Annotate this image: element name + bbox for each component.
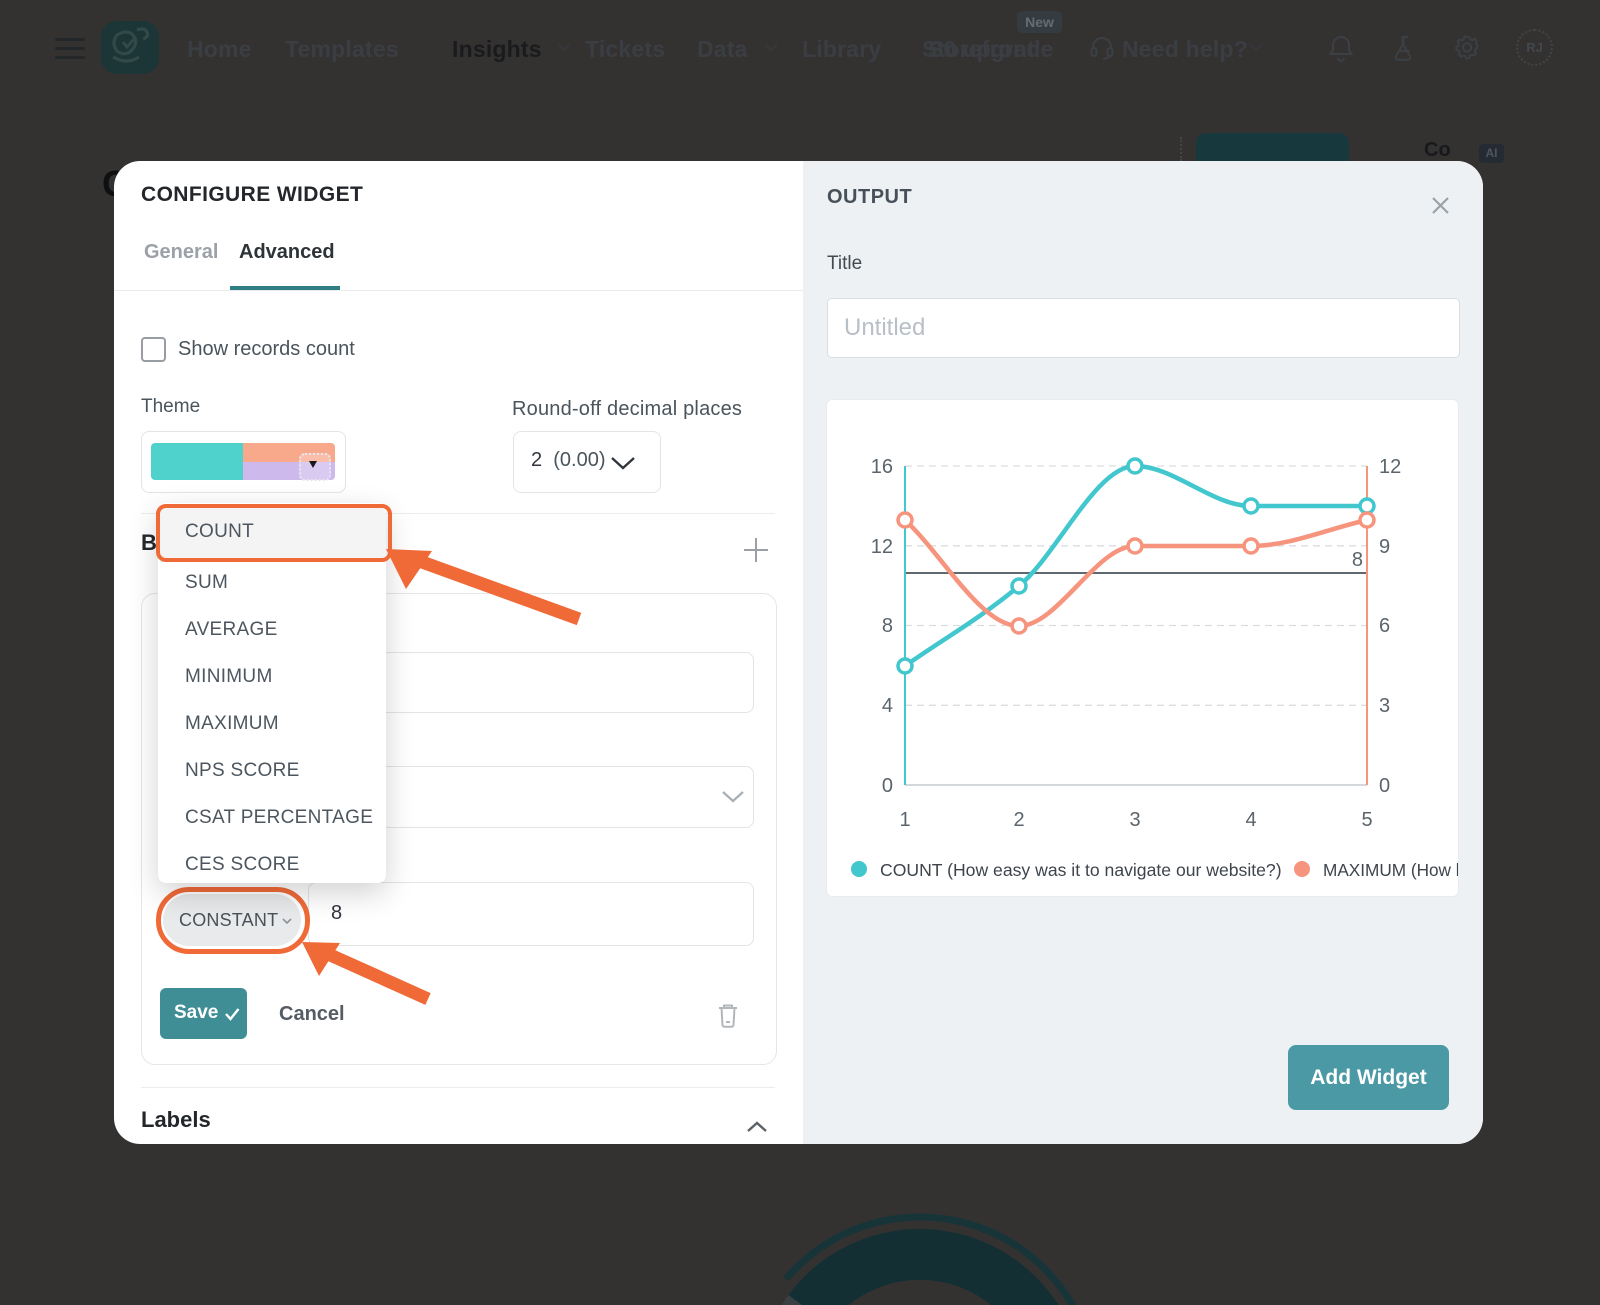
svg-text:0: 0 [1379,775,1390,797]
svg-text:1: 1 [899,809,910,831]
svg-text:3: 3 [1129,809,1140,831]
svg-text:5: 5 [1361,809,1372,831]
svg-text:8: 8 [1352,549,1363,571]
svg-text:6: 6 [1379,615,1390,637]
svg-text:8: 8 [882,615,893,637]
svg-text:4: 4 [882,695,893,717]
svg-text:9: 9 [1379,536,1390,558]
svg-text:4: 4 [1245,809,1256,831]
svg-text:2: 2 [1013,809,1024,831]
svg-text:0: 0 [882,775,893,797]
svg-text:COUNT (How easy was it to navi: COUNT (How easy was it to navigate our w… [880,860,1282,880]
svg-text:MAXIMUM (How li: MAXIMUM (How li [1323,860,1458,880]
svg-text:12: 12 [871,536,893,558]
svg-text:16: 16 [871,456,893,478]
svg-text:3: 3 [1379,695,1390,717]
svg-text:12: 12 [1379,456,1401,478]
